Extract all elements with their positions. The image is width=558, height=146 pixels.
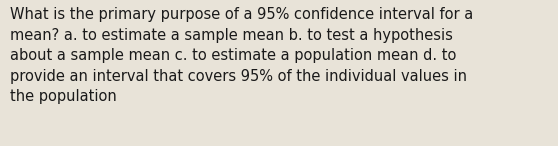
Text: What is the primary purpose of a 95% confidence interval for a
mean? a. to estim: What is the primary purpose of a 95% con…	[10, 7, 473, 104]
